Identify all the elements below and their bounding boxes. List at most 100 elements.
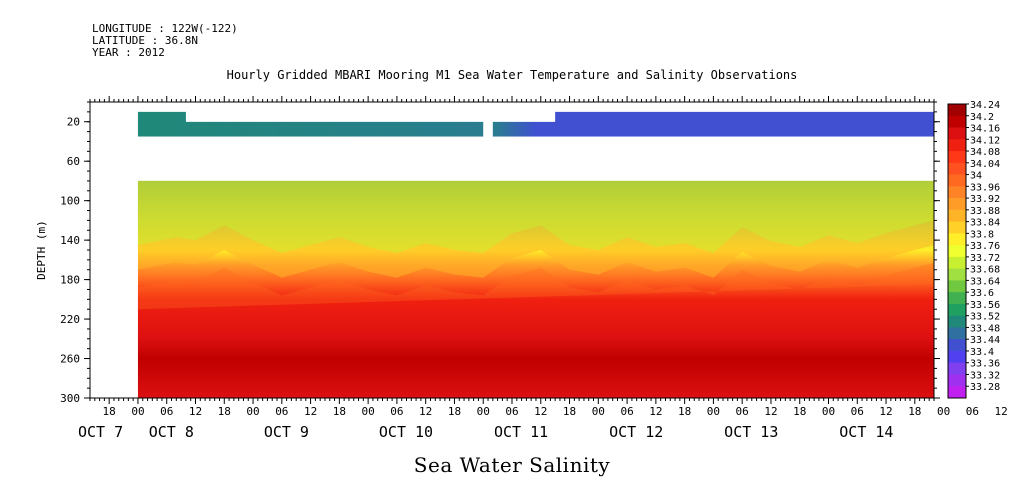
colorbar-swatch	[948, 292, 966, 305]
x-day-label: OCT 10	[379, 423, 433, 441]
x-hour-label: 00	[592, 405, 605, 418]
x-day-label: OCT 11	[494, 423, 548, 441]
colorbar-label: 33.56	[970, 300, 1000, 311]
colorbar-label: 33.76	[970, 241, 1000, 252]
colorbar-swatch	[948, 374, 966, 387]
x-day-label: OCT 7	[78, 423, 123, 441]
colorbar-label: 34.12	[970, 135, 1000, 146]
x-hour-label: 18	[678, 405, 691, 418]
lower-halocline-band	[137, 262, 935, 310]
colorbar-frame	[947, 103, 967, 399]
colorbar-label: 33.4	[970, 347, 994, 358]
colorbar-swatch	[948, 303, 966, 317]
latitude-label: LATITUDE : 36.8N	[92, 34, 198, 47]
x-day-label: OCT 9	[264, 423, 309, 441]
colorbar-label: 33.28	[970, 382, 1000, 393]
x-hour-label: 18	[103, 405, 116, 418]
x-hour-label: 00	[362, 405, 375, 418]
x-hour-label: 00	[707, 405, 720, 418]
colorbar-label: 34.04	[970, 159, 1000, 170]
y-axis-label: DEPTH (m)	[35, 220, 48, 280]
x-hour-label: 06	[736, 405, 749, 418]
x-day-label: OCT 13	[724, 423, 778, 441]
x-hour-label: 00	[822, 405, 835, 418]
colorbar-label: 33.32	[970, 370, 1000, 381]
colorbar-label: 34	[970, 171, 982, 182]
colorbar-swatch	[948, 209, 966, 223]
upper-halocline-band	[137, 180, 935, 253]
x-day-label: OCT 8	[149, 423, 194, 441]
x-hour-label: 00	[477, 405, 490, 418]
colorbar-swatch	[948, 280, 966, 293]
x-hour-label: 18	[908, 405, 921, 418]
x-day-label: OCT 14	[839, 423, 893, 441]
colorbar-label: 34.16	[970, 124, 1000, 135]
colorbar-swatch	[948, 186, 966, 199]
colorbar-swatch	[948, 327, 966, 340]
x-hour-label: 18	[333, 405, 346, 418]
colorbar-label: 34.2	[970, 112, 994, 123]
y-tick-label: 100	[60, 195, 80, 208]
x-axis-label: Sea Water Salinity	[413, 453, 611, 477]
colorbar-label: 33.96	[970, 182, 1000, 193]
x-hour-label: 12	[764, 405, 777, 418]
colorbar-swatch	[948, 127, 966, 140]
x-hour-label: 00	[937, 405, 950, 418]
y-tick-label: 220	[60, 313, 80, 326]
colorbar-label: 33.48	[970, 323, 1000, 334]
x-hour-label: 12	[995, 405, 1008, 418]
colorbar-swatch	[948, 233, 966, 246]
x-hour-label: 06	[505, 405, 518, 418]
x-hour-label: 06	[160, 405, 173, 418]
x-hour-label: 06	[851, 405, 864, 418]
shallow-missing-block	[185, 102, 556, 122]
colorbar-swatch	[948, 315, 966, 328]
x-hour-label: 06	[275, 405, 288, 418]
y-tick-label: 140	[60, 234, 80, 247]
colorbar-label: 33.68	[970, 265, 1000, 276]
x-hour-label: 12	[419, 405, 432, 418]
colorbar-swatch	[948, 362, 966, 375]
colorbar-swatch	[948, 115, 966, 129]
colorbar-swatch	[948, 139, 966, 152]
x-hour-label: 18	[793, 405, 806, 418]
colorbar-swatch	[948, 268, 966, 281]
y-tick-label: 180	[60, 274, 80, 287]
x-hour-label: 06	[966, 405, 979, 418]
x-hour-label: 18	[448, 405, 461, 418]
year-label: YEAR : 2012	[92, 46, 165, 59]
colorbar-swatch	[948, 221, 966, 234]
x-hour-label: 00	[131, 405, 144, 418]
colorbar-swatch	[948, 245, 966, 258]
colorbar-label: 34.08	[970, 147, 1000, 158]
colorbar-swatch	[948, 256, 966, 270]
colorbar-swatch	[948, 174, 966, 187]
y-tick-label: 300	[60, 392, 80, 405]
colorbar-swatch	[948, 386, 966, 399]
y-tick-label: 20	[67, 116, 80, 129]
colorbar-label: 33.92	[970, 194, 1000, 205]
colorbar-swatch	[948, 162, 966, 176]
colorbar-label: 33.88	[970, 206, 1000, 217]
y-tick-label: 60	[67, 155, 80, 168]
colorbar-swatch	[948, 350, 966, 364]
colorbar-label: 33.6	[970, 288, 994, 299]
x-hour-label: 06	[390, 405, 403, 418]
colorbar-swatch	[948, 339, 966, 352]
x-hour-label: 00	[246, 405, 259, 418]
x-hour-label: 12	[649, 405, 662, 418]
x-day-label: OCT 12	[609, 423, 663, 441]
colorbar-label: 34.24	[970, 100, 1000, 111]
colorbar-label: 33.72	[970, 253, 1000, 264]
colorbar-label: 33.84	[970, 218, 1000, 229]
x-hour-label: 12	[304, 405, 317, 418]
colorbar-swatch	[948, 104, 966, 117]
x-hour-label: 06	[620, 405, 633, 418]
colorbar-label: 33.8	[970, 229, 994, 240]
longitude-label: LONGITUDE : 122W(-122)	[92, 22, 238, 35]
x-hour-label: 12	[534, 405, 547, 418]
shallow-data-gap	[483, 110, 493, 138]
colorbar-label: 33.64	[970, 276, 1000, 287]
x-hour-label: 18	[218, 405, 231, 418]
